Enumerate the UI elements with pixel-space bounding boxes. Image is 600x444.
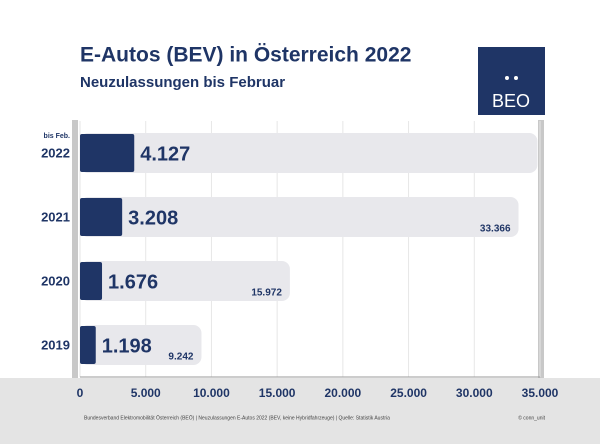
y-tick-label: 2022 <box>41 145 70 160</box>
logo-dot <box>514 76 518 80</box>
logo-box <box>478 47 545 115</box>
value-label: 4.127 <box>140 143 190 165</box>
bar-full-year <box>80 325 202 365</box>
bar-to-february <box>80 134 135 172</box>
value-label: 1.676 <box>108 271 158 293</box>
frame-left <box>72 120 78 378</box>
x-tick-label: 20.000 <box>325 386 362 400</box>
value-label: 3.208 <box>128 207 178 229</box>
bar-full-year <box>80 261 290 301</box>
bar-full-year <box>80 197 519 237</box>
logo-text: BEO <box>492 91 530 111</box>
y-tick-label: 2019 <box>41 337 70 352</box>
credit: © conn_unit <box>518 414 545 421</box>
chart-subtitle: Neuzulassungen bis Februar <box>80 74 285 91</box>
x-tick-label: 10.000 <box>193 386 230 400</box>
source: Bundesverband Elektromobilität Österreic… <box>84 414 390 421</box>
y-tick-label: 2021 <box>41 209 70 224</box>
category-note: bis Feb. <box>44 133 71 140</box>
y-tick-label: 2020 <box>41 273 70 288</box>
bar-to-february <box>80 262 103 300</box>
bar-to-february <box>80 198 123 236</box>
value-label: 15.972 <box>251 288 282 299</box>
x-tick-label: 25.000 <box>390 386 427 400</box>
x-tick-label: 0 <box>77 386 84 400</box>
value-label: 1.198 <box>102 335 152 357</box>
x-tick-label: 35.000 <box>522 386 559 400</box>
logo-dot <box>505 76 509 80</box>
value-label: 33.366 <box>480 224 511 235</box>
x-tick-label: 30.000 <box>456 386 493 400</box>
value-label: 9.242 <box>168 352 193 363</box>
frame-right <box>538 120 544 378</box>
bar-full-year <box>80 133 538 173</box>
footer-band <box>0 378 600 444</box>
x-tick-label: 15.000 <box>259 386 296 400</box>
bar-to-february <box>80 326 96 364</box>
x-tick-label: 5.000 <box>131 386 161 400</box>
chart-title: E-Autos (BEV) in Österreich 2022 <box>80 44 411 67</box>
